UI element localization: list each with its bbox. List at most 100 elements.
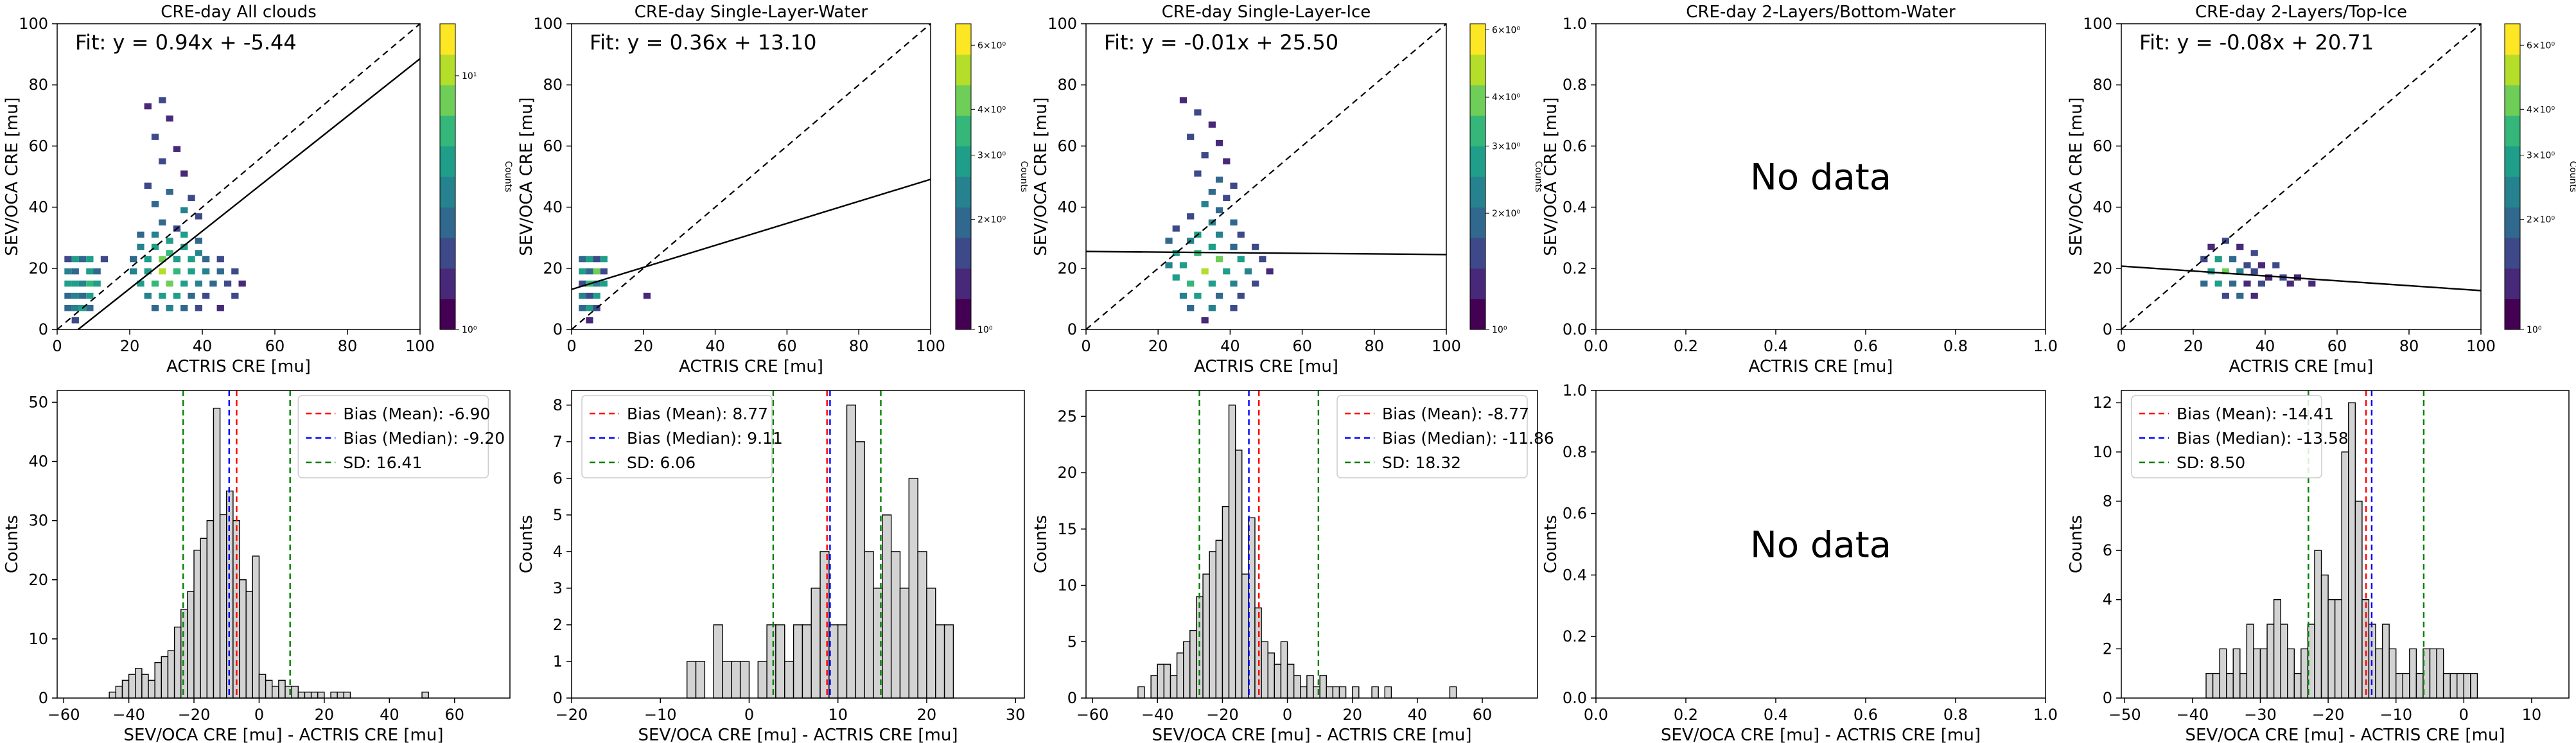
y-tick-label: 100 <box>2083 15 2112 33</box>
y-tick-label: 2 <box>2103 640 2112 658</box>
density-cell <box>86 280 94 287</box>
histogram-bar <box>793 624 803 699</box>
density-cell <box>151 134 159 140</box>
density-cell <box>100 256 109 263</box>
plot-frame <box>2121 23 2482 330</box>
density-cell <box>86 256 94 263</box>
x-axis-label: ACTRIS CRE [mu] <box>2229 357 2374 376</box>
x-tick-label: 40 <box>193 337 213 355</box>
colorbar-tick-label: 3×10⁰ <box>1492 141 1520 152</box>
colorbar-segment <box>956 146 971 177</box>
x-axis-label: ACTRIS CRE [mu] <box>166 357 311 376</box>
histogram-bar <box>2334 599 2342 699</box>
histogram-bar <box>731 661 741 699</box>
density-cell <box>166 250 173 256</box>
x-tick-label: 0 <box>1081 337 1091 355</box>
histogram-bar <box>2463 672 2471 699</box>
colorbar-tick-label: 4×10⁰ <box>977 105 1006 115</box>
histogram-bar <box>1241 573 1249 699</box>
x-tick-label: 60 <box>265 337 285 355</box>
histogram-bar <box>890 551 901 699</box>
colorbar-segment <box>956 24 971 55</box>
density-cell <box>1187 280 1195 287</box>
y-axis-label: SEV/OCA CRE [mu] <box>2067 97 2086 256</box>
x-tick-label: −50 <box>2108 706 2141 724</box>
density-cell <box>1179 262 1187 268</box>
histogram-panel: −60 −40 −20 0 20 40 60 0 5 10 15 20 25 SEV/OCA CRE [m… <box>1031 390 1554 743</box>
colorbar-segment <box>440 85 455 116</box>
x-axis-label: ACTRIS CRE [mu] <box>679 357 823 376</box>
histogram-bar <box>2415 672 2424 699</box>
x-tick-label: 20 <box>634 337 654 355</box>
histogram-panel: −50 −40 −30 −20 −10 0 10 0 2 4 6 8 10 12 SEV/OCA CRE [… <box>2067 390 2570 743</box>
colorbar-tick-label: 3×10⁰ <box>2527 151 2555 161</box>
y-tick-label: 8 <box>2103 492 2112 510</box>
histogram-bar <box>2354 500 2363 699</box>
y-tick-label: 0.6 <box>1563 137 1587 155</box>
plot-frame <box>57 390 511 699</box>
density-cell <box>1244 268 1252 275</box>
colorbar-frame <box>439 23 456 330</box>
legend-label: SD: 8.50 <box>2177 453 2245 472</box>
y-tick-label: 0.2 <box>1563 627 1587 645</box>
y-tick-label: 100 <box>533 15 563 33</box>
colorbar-label: Counts <box>2568 161 2576 193</box>
density-cell <box>64 280 72 287</box>
histogram-bar <box>213 407 221 699</box>
density-cell <box>579 280 586 287</box>
plot-frame <box>1085 390 1538 699</box>
colorbar-label: Counts <box>1019 161 1029 193</box>
x-tick-label: 0 <box>744 706 754 724</box>
density-cell <box>202 268 210 275</box>
histogram-bar <box>154 662 162 699</box>
density-cell <box>151 243 159 250</box>
density-cell <box>202 256 210 263</box>
density-cell <box>1194 109 1202 116</box>
histogram-bar <box>1157 663 1165 699</box>
density-cell <box>188 195 195 202</box>
y-tick-label: 4 <box>553 543 563 561</box>
histogram-bar <box>1267 652 1275 699</box>
density-cell <box>2229 280 2237 287</box>
colorbar-segment <box>440 146 455 177</box>
y-tick-label: 40 <box>28 453 48 471</box>
histogram-bar <box>2280 624 2288 699</box>
histogram-bar <box>187 591 195 699</box>
histogram-bar <box>2212 672 2220 699</box>
y-tick-label: 60 <box>2092 137 2112 155</box>
histogram-bar <box>1137 686 1145 699</box>
y-tick-label: 60 <box>1057 137 1077 155</box>
density-cell <box>2265 274 2273 281</box>
colorbar-frame <box>955 23 972 330</box>
density-cell <box>2243 280 2251 287</box>
legend-box <box>581 395 773 478</box>
x-tick-label: 10 <box>2522 706 2542 724</box>
no-data-label: No data <box>1750 157 1891 198</box>
x-tick-label: 100 <box>916 337 945 355</box>
colorbar-segment <box>1470 146 1485 177</box>
panel-title: CRE-day All clouds <box>161 3 317 22</box>
histogram-bar <box>297 692 306 699</box>
histogram-bar <box>2266 624 2275 699</box>
y-tick-label: 80 <box>28 76 48 94</box>
density-cell <box>600 268 608 275</box>
colorbar-segment <box>2505 299 2520 330</box>
density-cell <box>2236 268 2244 275</box>
density-cell <box>216 268 224 275</box>
histogram-bar <box>219 514 227 699</box>
legend-box <box>297 395 489 478</box>
density-cell <box>159 97 166 103</box>
density-cell <box>2243 262 2251 268</box>
density-cell <box>1208 243 1216 250</box>
y-tick-label: 6 <box>553 469 563 487</box>
colorbar-label: Counts <box>1533 161 1543 193</box>
density-cell <box>173 292 181 299</box>
legend: Bias (Mean): -6.90 Bias (Median): -9.20 SD… <box>297 395 505 478</box>
colorbar-tick-label: 10⁰ <box>1492 325 1507 335</box>
histogram-bar <box>2429 648 2437 699</box>
y-axis-label: SEV/OCA CRE [mu] <box>1541 97 1561 256</box>
histogram-bar <box>713 624 723 699</box>
panel-title: CRE-day 2-Layers/Top-Ice <box>2195 3 2407 22</box>
x-tick-label: −60 <box>48 706 80 724</box>
density-cell <box>586 304 593 311</box>
